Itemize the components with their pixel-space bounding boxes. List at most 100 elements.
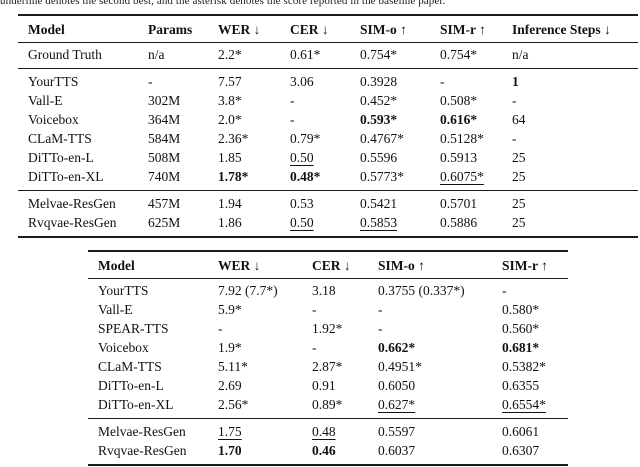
value-cell: 0.4767* (360, 131, 404, 146)
value-cell: 0.627* (378, 397, 416, 412)
value-cell: 302M (148, 93, 181, 108)
column-header-inference-steps: Inference Steps ↓ (512, 15, 638, 43)
model-cell: Vall-E (28, 93, 63, 108)
model-cell: Melvae-ResGen (18, 190, 148, 213)
value-cell: 0.5701 (440, 190, 512, 213)
value-cell: 2.36* (218, 131, 249, 146)
value-cell: - (440, 68, 512, 91)
model-cell: Voicebox (98, 340, 149, 355)
value-cell: 0.5886 (440, 215, 478, 230)
value-cell: - (512, 131, 517, 146)
results-table-2: Model WER ↓ CER ↓ SIM-o ↑ SIM-r ↑ YourTT… (88, 250, 568, 466)
column-header-wer: WER ↓ (218, 15, 290, 43)
column-header-model: Model (88, 251, 218, 279)
table-header-row: Model Params WER ↓ CER ↓ SIM-o ↑ SIM-r ↑… (18, 15, 638, 43)
value-cell: n/a (148, 47, 165, 62)
table-row: DiTTo-en-L 2.69 0.91 0.6050 0.6355 (88, 376, 568, 395)
value-cell: 0.5597 (378, 418, 502, 441)
value-cell: 1.92* (312, 321, 343, 336)
model-cell: Ground Truth (28, 47, 102, 62)
table-row: YourTTS 7.92 (7.7*) 3.18 0.3755 (0.337*)… (88, 279, 568, 301)
value-cell: - (290, 93, 295, 108)
value-cell: 0.452* (360, 93, 398, 108)
value-cell: 0.5421 (360, 190, 440, 213)
value-cell: 64 (512, 112, 526, 127)
model-cell: Rvqvae-ResGen (98, 443, 187, 458)
value-cell: - (378, 321, 383, 336)
value-cell: - (312, 340, 317, 355)
model-cell: YourTTS (98, 283, 149, 298)
value-cell: 2.56* (218, 397, 249, 412)
value-cell: 0.681* (502, 340, 540, 355)
model-cell: Rvqvae-ResGen (28, 215, 117, 230)
value-cell: 0.91 (312, 378, 336, 393)
value-cell: 5.9* (218, 302, 242, 317)
column-header-sim-r: SIM-r ↑ (502, 251, 568, 279)
value-cell: 2.69 (218, 378, 242, 393)
table-row: Melvae-ResGen 457M 1.94 0.53 0.5421 0.57… (18, 190, 638, 213)
value-cell: 7.92 (7.7*) (218, 283, 278, 298)
value-cell: 7.57 (218, 68, 290, 91)
value-cell: 584M (148, 131, 181, 146)
value-cell: - (290, 112, 295, 127)
column-header-sim-o: SIM-o ↑ (360, 15, 440, 43)
value-cell: 457M (148, 190, 218, 213)
value-cell: 0.754* (440, 47, 478, 62)
value-cell: 1.94 (218, 190, 290, 213)
value-cell: 2.2* (218, 47, 242, 62)
value-cell: 0.6355 (502, 378, 540, 393)
value-cell: 25 (512, 190, 638, 213)
model-cell: Voicebox (28, 112, 79, 127)
value-cell: - (148, 68, 218, 91)
value-cell: - (218, 321, 223, 336)
table-row: Rvqvae-ResGen 625M 1.86 0.50 0.5853 0.58… (18, 213, 638, 237)
value-cell: 2.87* (312, 359, 343, 374)
value-cell: 1.70 (218, 443, 242, 458)
value-cell: 0.3928 (360, 68, 440, 91)
value-cell: 0.48 (312, 418, 378, 441)
value-cell: 1.75 (218, 418, 312, 441)
model-cell: SPEAR-TTS (98, 321, 169, 336)
value-cell: 0.53 (290, 190, 360, 213)
model-cell: CLaM-TTS (28, 131, 92, 146)
value-cell: 3.8* (218, 93, 242, 108)
value-cell: 0.79* (290, 131, 321, 146)
column-header-model: Model (18, 15, 148, 43)
value-cell: 364M (148, 112, 181, 127)
table-row: DiTTo-en-XL 2.56* 0.89* 0.627* 0.6554* (88, 395, 568, 419)
table-header-row: Model WER ↓ CER ↓ SIM-o ↑ SIM-r ↑ (88, 251, 568, 279)
model-cell: DiTTo-en-L (28, 150, 94, 165)
model-cell: Vall-E (98, 302, 133, 317)
model-cell: Melvae-ResGen (88, 418, 218, 441)
value-cell: 0.61* (290, 47, 321, 62)
value-cell: 0.593* (360, 112, 398, 127)
table-row: DiTTo-en-XL 740M 1.78* 0.48* 0.5773* 0.6… (18, 167, 638, 191)
model-cell: DiTTo-en-L (98, 378, 164, 393)
table-row: DiTTo-en-L 508M 1.85 0.50 0.5596 0.5913 … (18, 148, 638, 167)
value-cell: 0.6037 (378, 443, 416, 458)
value-cell: 0.754* (360, 47, 398, 62)
value-cell: 0.3755 (0.337*) (378, 283, 465, 298)
value-cell: 0.616* (440, 112, 478, 127)
value-cell: 0.662* (378, 340, 416, 355)
value-cell: 0.5128* (440, 131, 484, 146)
value-cell: 0.50 (290, 215, 314, 230)
column-header-wer: WER ↓ (218, 251, 312, 279)
value-cell: 0.508* (440, 93, 478, 108)
value-cell: 740M (148, 169, 181, 184)
value-cell: 0.6307 (502, 443, 540, 458)
table-row: Vall-E 5.9* - - 0.580* (88, 300, 568, 319)
table-row: Voicebox 364M 2.0* - 0.593* 0.616* 64 (18, 110, 638, 129)
value-cell: 625M (148, 215, 181, 230)
model-cell: DiTTo-en-XL (98, 397, 174, 412)
value-cell: 0.5596 (360, 150, 398, 165)
model-cell: DiTTo-en-XL (28, 169, 104, 184)
value-cell: - (502, 283, 507, 298)
model-cell: CLaM-TTS (98, 359, 162, 374)
value-cell: 1.9* (218, 340, 242, 355)
column-header-cer: CER ↓ (312, 251, 378, 279)
table-row: Voicebox 1.9* - 0.662* 0.681* (88, 338, 568, 357)
value-cell: 0.6554* (502, 397, 546, 412)
results-table-1: Model Params WER ↓ CER ↓ SIM-o ↑ SIM-r ↑… (18, 14, 638, 238)
